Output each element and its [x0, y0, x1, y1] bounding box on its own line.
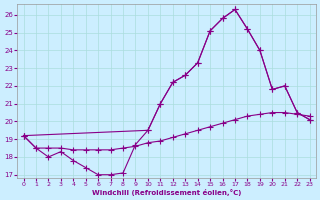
X-axis label: Windchill (Refroidissement éolien,°C): Windchill (Refroidissement éolien,°C) — [92, 189, 241, 196]
